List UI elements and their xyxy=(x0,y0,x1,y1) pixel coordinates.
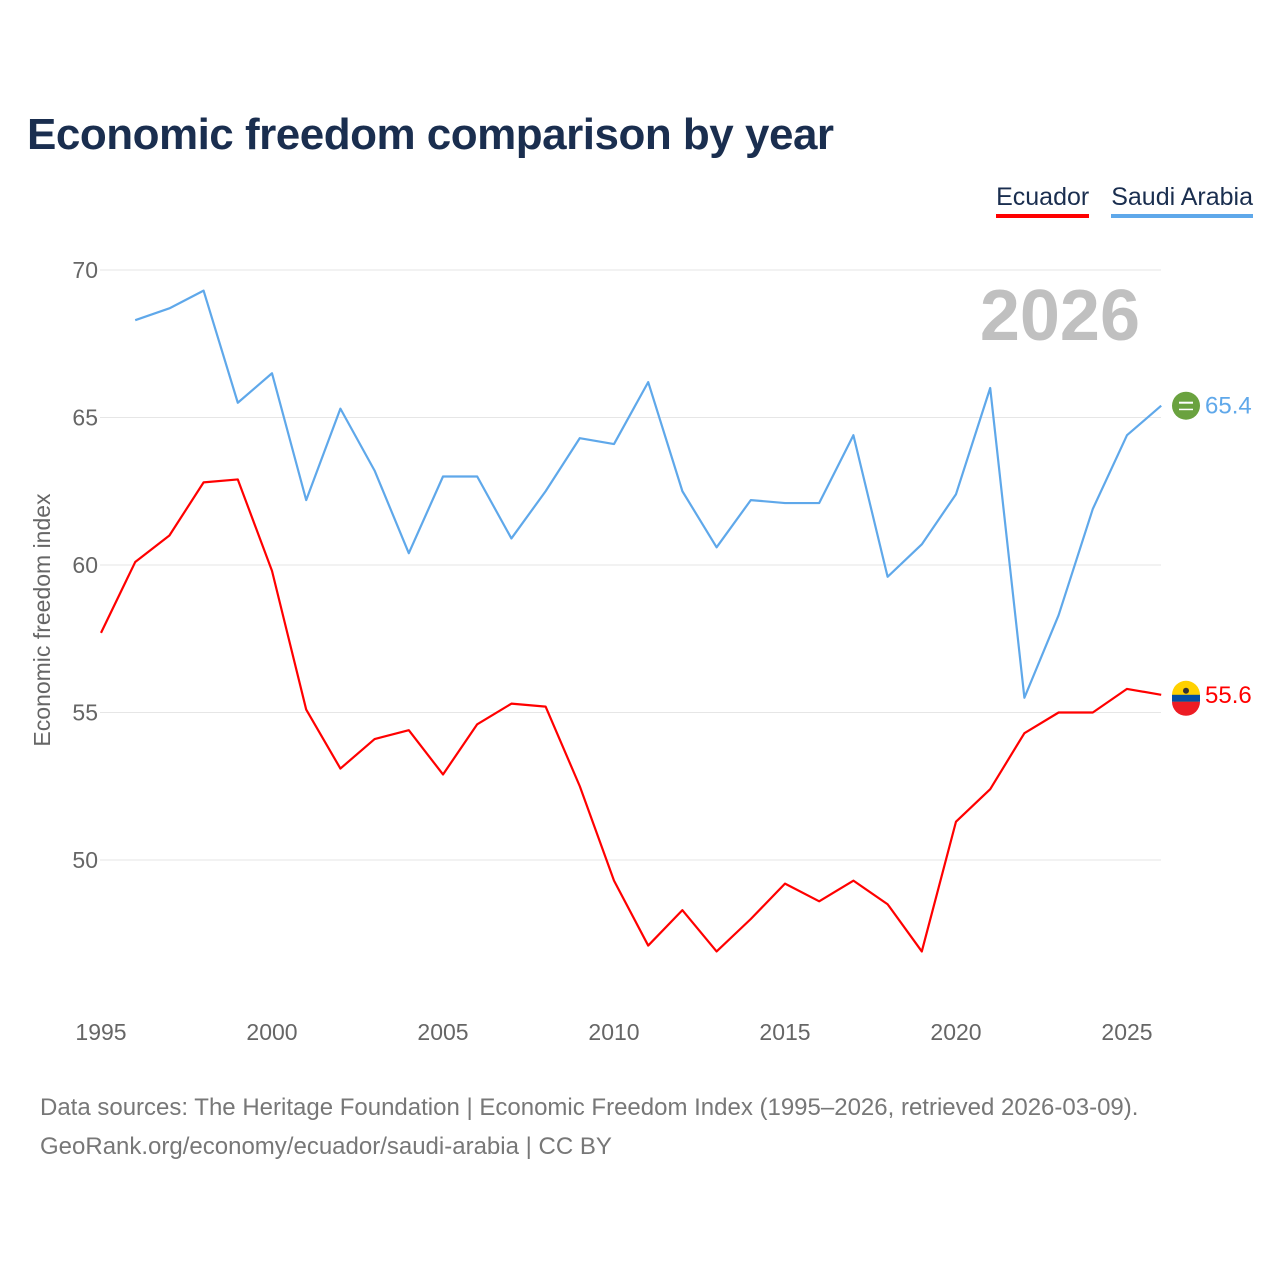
saudi-arabia-flag-icon xyxy=(1179,408,1193,411)
x-tick-label: 2015 xyxy=(759,1019,810,1045)
x-tick-label: 1995 xyxy=(75,1019,126,1045)
ecuador-flag-icon xyxy=(1172,701,1200,716)
footer-attribution: GeoRank.org/economy/ecuador/saudi-arabia… xyxy=(40,1133,612,1160)
legend-saudi-arabia[interactable]: Saudi Arabia xyxy=(1111,183,1253,218)
footer: Data sources: The Heritage Foundation | … xyxy=(40,1088,1138,1166)
end-value-label: 65.4 xyxy=(1205,393,1252,420)
y-axis-label: Economic freedom index xyxy=(29,493,55,747)
year-watermark: 2026 xyxy=(980,276,1140,356)
saudi-arabia-flag-icon xyxy=(1179,401,1193,404)
footer-sources: Data sources: The Heritage Foundation | … xyxy=(40,1094,1139,1121)
legend: Ecuador Saudi Arabia xyxy=(996,183,1253,218)
saudi-arabia-flag-icon xyxy=(1172,391,1200,420)
y-tick-label: 65 xyxy=(72,405,98,431)
x-tick-label: 2010 xyxy=(588,1019,639,1045)
x-tick-label: 2000 xyxy=(246,1019,297,1045)
chart-title: Economic freedom comparison by year xyxy=(27,110,834,159)
series-line-ecuador xyxy=(100,478,1162,953)
y-tick-label: 60 xyxy=(72,552,98,578)
end-value-label: 55.6 xyxy=(1205,682,1252,709)
y-tick-label: 70 xyxy=(72,257,98,283)
legend-ecuador[interactable]: Ecuador xyxy=(996,183,1090,218)
y-tick-label: 55 xyxy=(72,700,98,726)
x-tick-label: 2025 xyxy=(1101,1019,1152,1045)
ecuador-flag-icon xyxy=(1172,694,1200,702)
y-tick-label: 50 xyxy=(72,847,98,873)
x-tick-label: 2005 xyxy=(417,1019,468,1045)
ecuador-flag-icon xyxy=(1183,687,1189,694)
series-line-saudi-arabia xyxy=(134,289,1162,699)
x-tick-label: 2020 xyxy=(930,1019,981,1045)
